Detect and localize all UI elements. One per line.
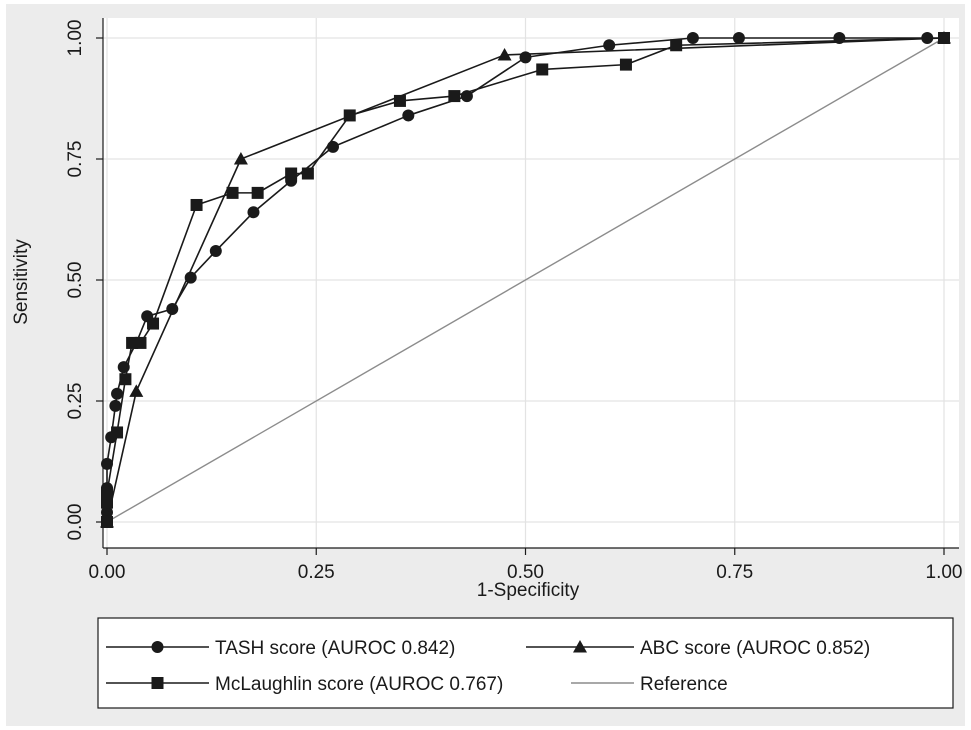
square-series-point-17 [619,58,632,71]
x-axis-ticks: 0.00 0.25 0.50 0.75 1.00 [89,548,963,583]
circle-series-point-5 [109,399,122,412]
figure-frame: 0.00 0.25 0.50 0.75 1.00 0.00 0.25 0.50 0.75 1.0… [6,4,965,726]
square-series-point-18 [670,39,683,52]
circle-series-point-21 [732,32,745,44]
square-series-point-0 [101,516,113,528]
x-tick-label-0: 0.00 [89,562,126,583]
x-tick-label-2: 0.50 [507,562,544,583]
legend-label-2: McLaughlin score (AUROC 0.767) [215,674,503,695]
legend-item-2: McLaughlin score (AUROC 0.767) [106,674,503,695]
square-series-point-11 [285,167,298,180]
y-tick-label-1: 0.25 [65,383,86,420]
square-series-point-13 [343,109,356,122]
triangle-series-point-3 [497,47,512,61]
square-series-point-1 [101,496,113,509]
circle-series-point-15 [326,140,339,153]
y-tick-label-2: 0.50 [65,262,86,299]
roc-chart: 0.00 0.25 0.50 0.75 1.00 0.00 0.25 0.50 0.75 1.0… [11,18,963,709]
y-axis-title: Sensitivity [11,239,32,325]
legend-item-0: TASH score (AUROC 0.842) [106,638,455,659]
circle-series-point-13 [247,206,260,219]
legend-item-3: Reference [571,674,728,695]
x-tick-label-4: 1.00 [926,562,963,583]
triangle-series-point-1 [129,384,144,397]
circle-series-point-3 [101,457,113,470]
y-axis-ticks: 0.00 0.25 0.50 0.75 1.00 [65,20,103,541]
square-series [101,32,950,528]
square-series-point-8 [190,198,203,211]
square-series-point-7 [147,317,160,330]
circle-series-point-12 [209,244,222,257]
y-tick-label-3: 0.75 [65,141,86,178]
plot-area [103,18,959,548]
square-series-point-10 [251,186,264,199]
legend-marker-1 [573,640,587,653]
legend-item-1: ABC score (AUROC 0.852) [526,638,870,659]
legend: TASH score (AUROC 0.842) ABC score (AUROC… [106,638,870,695]
legend-marker-0 [151,641,164,653]
legend-label-3: Reference [640,674,728,695]
square-series-point-9 [226,186,239,199]
x-tick-label-1: 0.25 [298,562,335,583]
square-series-point-15 [448,90,461,103]
circle-series-point-18 [519,51,532,64]
square-series-point-2 [101,486,113,499]
square-series-line [106,37,945,522]
legend-box [97,617,954,709]
circle-series-point-19 [603,39,616,52]
circle-series-point-6 [111,387,124,400]
legend-label-0: TASH score (AUROC 0.842) [215,638,455,659]
y-tick-label-4: 1.00 [65,20,86,57]
series-layer [100,31,951,528]
x-axis-title: 1-Specificity [477,580,580,601]
triangle-series-point-2 [233,152,248,165]
square-series-point-12 [301,167,314,180]
circle-series-point-16 [402,109,415,122]
square-series-point-4 [119,373,132,386]
legend-label-1: ABC score (AUROC 0.852) [640,638,870,659]
square-series-point-16 [536,63,549,76]
square-series-point-3 [111,426,124,439]
square-series-point-6 [134,336,147,349]
circle-series-point-20 [686,32,699,44]
square-series-point-19 [938,32,950,44]
x-tick-label-3: 0.75 [716,562,753,583]
reference-line [106,37,945,523]
square-series-point-14 [393,94,406,107]
y-tick-label-0: 0.00 [65,504,86,541]
circle-series-point-11 [184,271,197,284]
legend-marker-2 [151,677,164,689]
